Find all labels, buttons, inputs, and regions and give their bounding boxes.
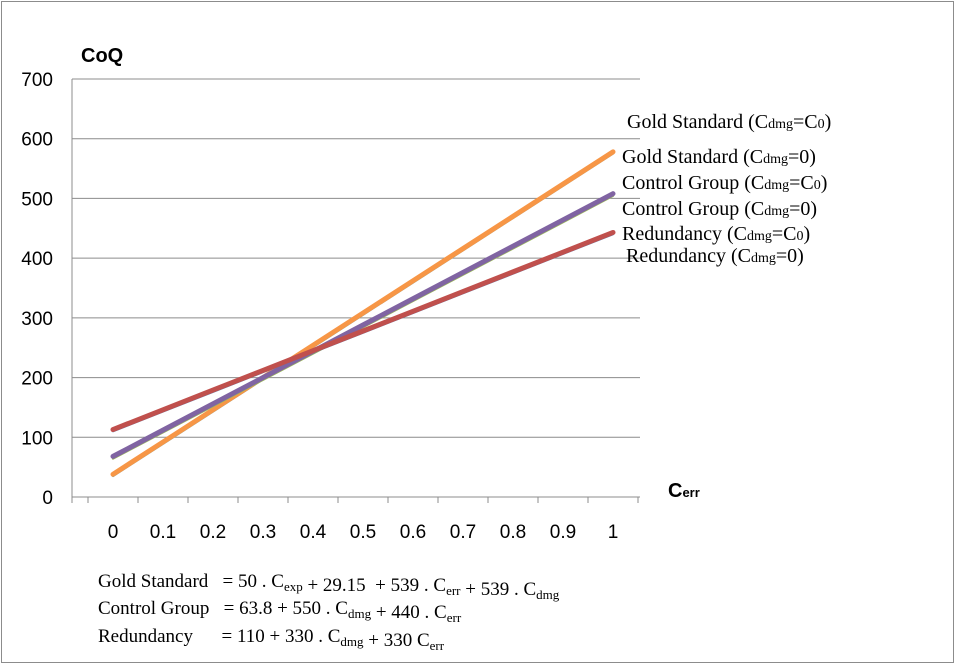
- series-label-2: Control Group (Cdmg=C0): [622, 172, 827, 194]
- series-label-1: Gold Standard (Cdmg=0): [622, 146, 816, 168]
- y-tick-label: 500: [21, 189, 53, 210]
- x-tick-label: 0.6: [400, 522, 426, 543]
- series-label-3: Control Group (Cdmg=0): [622, 198, 817, 220]
- y-tick-label: 600: [21, 130, 53, 151]
- series-line-1: [110, 149, 616, 477]
- series-line-3: [110, 191, 616, 459]
- x-tick-label: 0.8: [500, 522, 526, 543]
- x-tick-label: 1: [608, 522, 619, 543]
- y-axis-title: CoQ: [81, 45, 123, 67]
- formula-gold-standard: Gold Standard = 50 . Cexp + 29.15 + 539 …: [98, 571, 560, 602]
- formula-control-group: Control Group = 63.8 + 550 . Cdmg + 440 …: [98, 598, 462, 625]
- x-tick-label: 0.1: [150, 522, 176, 543]
- y-tick-label: 400: [21, 249, 53, 270]
- series-label-5: Redundancy (Cdmg=0): [626, 245, 804, 267]
- y-tick-label: 200: [21, 369, 53, 390]
- x-tick-label: 0: [108, 522, 119, 543]
- series-line-5: [110, 229, 616, 433]
- y-tick-label: 0: [42, 488, 53, 509]
- x-tick-label: 0.2: [200, 522, 226, 543]
- y-tick-label: 300: [21, 309, 53, 330]
- x-tick-label: 0.9: [550, 522, 576, 543]
- x-tick-label: 0.5: [350, 522, 376, 543]
- x-tick-label: 0.7: [450, 522, 476, 543]
- x-tick-label: 0.4: [300, 522, 327, 543]
- formula-redundancy: Redundancy = 110 + 330 . Cdmg + 330 Cerr: [98, 626, 445, 653]
- series-label-0: Gold Standard (Cdmg=C0): [627, 111, 831, 133]
- series-label-4: Redundancy (Cdmg=C0): [622, 223, 810, 245]
- x-tick-label: 0.3: [250, 522, 276, 543]
- x-axis-title: Cerr: [668, 480, 700, 502]
- y-tick-label: 700: [21, 70, 53, 91]
- y-tick-label: 100: [21, 428, 53, 449]
